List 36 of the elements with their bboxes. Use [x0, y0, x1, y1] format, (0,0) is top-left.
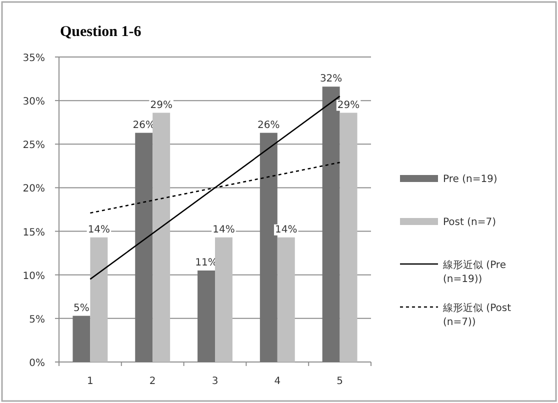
bar — [322, 86, 340, 362]
y-tick-label: 35% — [22, 53, 45, 64]
x-tick-label: 1 — [87, 376, 94, 387]
bar — [277, 237, 295, 362]
y-tick-label: 30% — [22, 96, 45, 108]
data-label: 32% — [320, 74, 342, 85]
y-tick-label: 10% — [22, 270, 45, 282]
x-tick-label: 3 — [212, 376, 218, 387]
legend-label: Post (n=7) — [443, 217, 496, 228]
bar — [260, 132, 278, 362]
bar — [215, 237, 232, 362]
bar — [90, 237, 108, 362]
y-tick-label: 20% — [22, 184, 45, 195]
data-label: 29% — [337, 100, 360, 111]
legend-label: 線形近似 (Pre (n=19)) — [442, 259, 506, 285]
data-label: 14% — [275, 224, 298, 236]
data-label: 26% — [258, 120, 280, 131]
y-tick-label: 0% — [29, 358, 45, 369]
bar — [340, 112, 358, 362]
data-label: 5% — [74, 302, 90, 314]
bar — [152, 112, 170, 362]
bar — [72, 316, 90, 362]
x-tick-label: 5 — [336, 376, 343, 387]
y-tick-label: 15% — [22, 227, 45, 238]
bar — [198, 270, 215, 362]
x-tick-label: 4 — [274, 376, 281, 387]
data-label: 14% — [88, 224, 110, 236]
legend-label: 線形近似 (Post (n=7)) — [442, 302, 512, 328]
chart-title: Question 1-6 — [60, 24, 142, 40]
data-label: 29% — [150, 100, 172, 111]
x-tick-label: 2 — [149, 376, 156, 387]
y-tick-label: 25% — [22, 140, 45, 152]
legend-label: Pre (n=19) — [443, 174, 498, 185]
data-label: 14% — [212, 224, 235, 236]
y-tick-label: 5% — [29, 314, 45, 326]
bar — [135, 132, 153, 362]
